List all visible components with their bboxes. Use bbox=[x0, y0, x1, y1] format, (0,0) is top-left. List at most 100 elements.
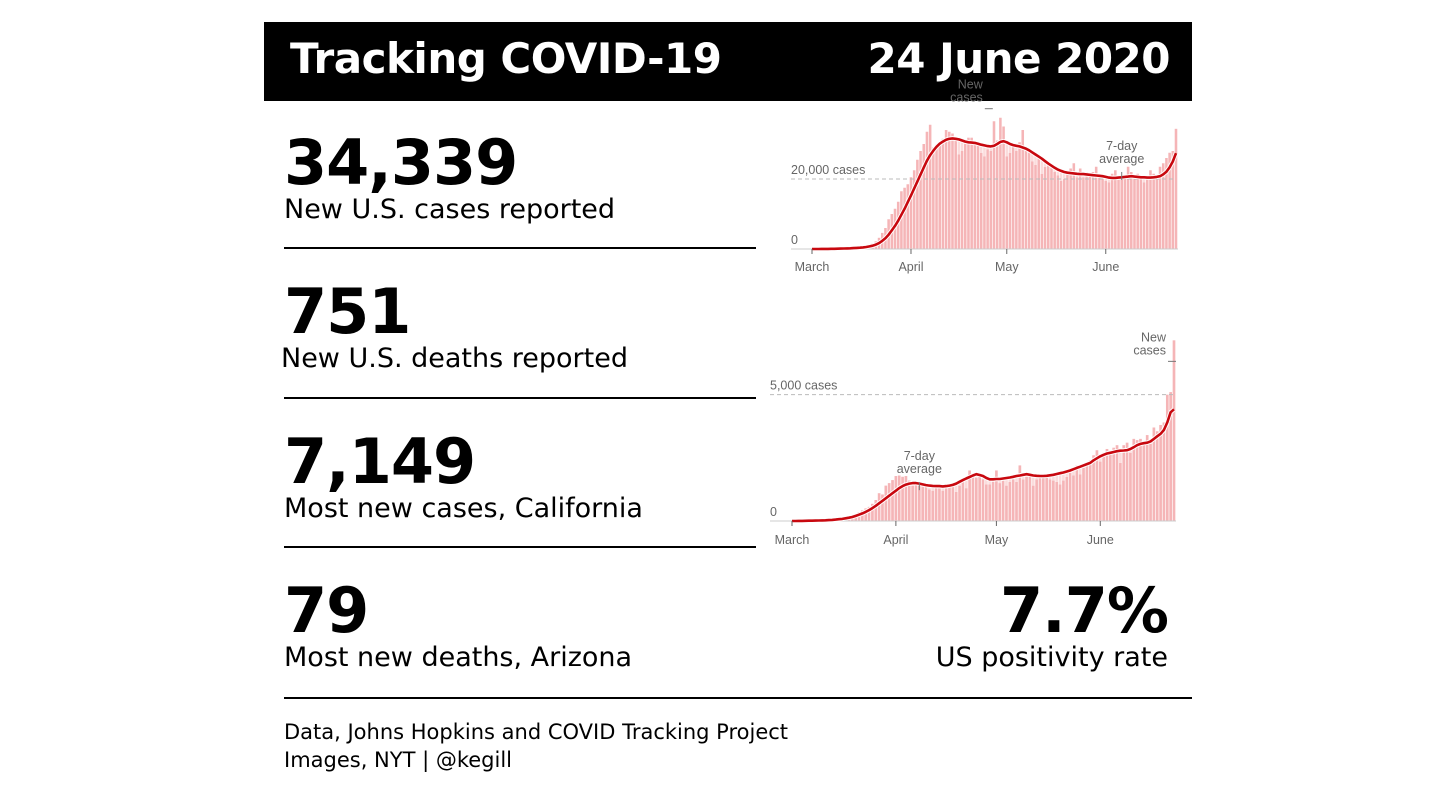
bar bbox=[968, 477, 971, 521]
bar bbox=[877, 503, 881, 521]
bar-excess bbox=[999, 117, 1002, 142]
bar bbox=[1142, 182, 1146, 249]
bar bbox=[896, 220, 900, 249]
bar-excess bbox=[890, 214, 894, 231]
bar bbox=[861, 513, 864, 521]
bar-gap bbox=[1078, 466, 1082, 475]
bar bbox=[914, 484, 918, 521]
bar bbox=[981, 479, 985, 521]
bar-excess bbox=[909, 177, 913, 196]
bar bbox=[970, 142, 973, 249]
bar-gap bbox=[988, 479, 992, 485]
bar bbox=[988, 484, 992, 521]
bar-excess bbox=[919, 151, 922, 175]
bar bbox=[1045, 476, 1049, 521]
bar-excess bbox=[1002, 126, 1005, 142]
bar bbox=[1108, 452, 1112, 521]
annotation-label: average bbox=[1099, 152, 1144, 166]
bar-excess bbox=[928, 124, 932, 156]
bar-excess bbox=[891, 480, 894, 494]
bar-gap bbox=[1072, 469, 1075, 476]
bar bbox=[1136, 176, 1139, 249]
bar-excess bbox=[951, 133, 954, 139]
bar bbox=[1107, 182, 1111, 249]
bar bbox=[944, 488, 948, 521]
bar bbox=[1018, 475, 1022, 521]
bar bbox=[954, 140, 957, 249]
bar bbox=[897, 488, 901, 521]
bar bbox=[991, 481, 995, 521]
x-tick-label: May bbox=[985, 533, 1009, 547]
bar-gap bbox=[954, 483, 958, 492]
bar bbox=[891, 493, 894, 521]
bar bbox=[1062, 179, 1066, 249]
bar-excess bbox=[904, 476, 908, 485]
bar bbox=[1059, 180, 1063, 249]
bar bbox=[900, 214, 903, 249]
y-tick-label: 0 bbox=[791, 233, 798, 247]
bar bbox=[1056, 175, 1060, 249]
bar-excess bbox=[1132, 438, 1136, 448]
bar bbox=[1082, 177, 1085, 249]
stat-value: 7.7% bbox=[1000, 574, 1169, 647]
divider bbox=[284, 397, 756, 399]
annotation-label: New bbox=[958, 78, 984, 92]
bar-excess bbox=[903, 187, 906, 209]
bar-gap bbox=[1031, 152, 1034, 162]
x-tick-label: June bbox=[1087, 533, 1114, 547]
bar-excess bbox=[1114, 170, 1117, 178]
x-tick-label: April bbox=[898, 260, 923, 274]
bar bbox=[893, 225, 897, 249]
bar-gap bbox=[1031, 475, 1035, 486]
bar-excess bbox=[1169, 392, 1172, 413]
bar bbox=[854, 515, 858, 521]
bar-excess bbox=[925, 131, 929, 161]
bar-excess bbox=[944, 130, 948, 140]
bar bbox=[857, 514, 861, 521]
bar-excess bbox=[880, 232, 884, 241]
bar bbox=[1110, 177, 1114, 249]
bar bbox=[1028, 475, 1032, 521]
bar bbox=[1162, 430, 1166, 521]
bar-gap bbox=[1062, 172, 1066, 179]
stat-label: Most new deaths, Arizona bbox=[284, 642, 633, 673]
data-source: Data, Johns Hopkins and COVID Tracking P… bbox=[284, 720, 789, 744]
bar bbox=[938, 145, 941, 249]
divider bbox=[284, 546, 756, 548]
bar bbox=[1139, 443, 1142, 521]
bar bbox=[1092, 460, 1095, 521]
bar bbox=[1152, 177, 1155, 249]
bar-gap bbox=[960, 140, 964, 151]
bar bbox=[1008, 481, 1012, 521]
bar-gap bbox=[1098, 456, 1102, 462]
bar bbox=[1145, 177, 1149, 249]
bar bbox=[1165, 171, 1168, 249]
bar-excess bbox=[916, 159, 919, 182]
bar bbox=[992, 145, 996, 249]
bar bbox=[944, 139, 948, 249]
bar bbox=[938, 488, 941, 521]
bar-excess bbox=[900, 191, 903, 215]
stat-us-new-cases: 34,339 New U.S. cases reported bbox=[284, 132, 615, 226]
bar bbox=[983, 156, 986, 249]
bar bbox=[1075, 467, 1079, 521]
report-date: 24 June 2020 bbox=[867, 34, 1171, 83]
bar bbox=[973, 142, 977, 249]
bar bbox=[1091, 175, 1095, 249]
bar bbox=[1066, 173, 1069, 249]
bar-excess bbox=[1149, 170, 1152, 178]
bar bbox=[1040, 173, 1044, 249]
annotation-label: cases bbox=[1133, 343, 1166, 357]
bar bbox=[1125, 450, 1129, 521]
bar bbox=[1005, 485, 1008, 521]
bar-gap bbox=[1058, 473, 1062, 485]
bar bbox=[928, 489, 931, 521]
bar bbox=[1132, 447, 1136, 521]
bar bbox=[1159, 433, 1162, 521]
bar-excess bbox=[1078, 168, 1082, 175]
bar bbox=[1174, 153, 1178, 249]
bar-excess bbox=[1174, 128, 1178, 154]
bar-excess bbox=[1161, 163, 1165, 175]
